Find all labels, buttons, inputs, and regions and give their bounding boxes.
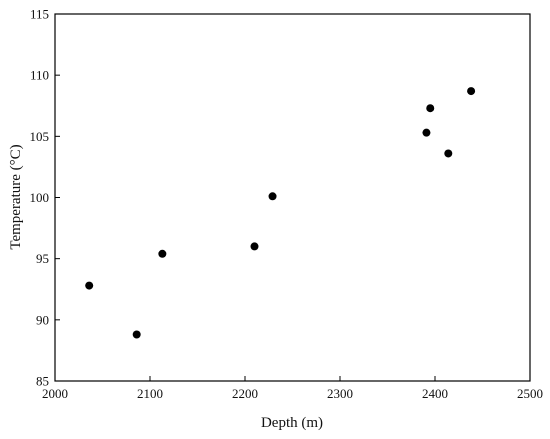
x-tick-label: 2500 <box>517 386 543 401</box>
x-tick-label: 2400 <box>422 386 448 401</box>
x-axis: 2000 2100 2200 2300 2400 2500 <box>42 376 543 401</box>
x-axis-label: Depth (m) <box>261 415 323 431</box>
data-points <box>85 87 476 339</box>
x-tick-label: 2100 <box>137 386 163 401</box>
data-point <box>268 192 277 201</box>
y-axis: 85 90 95 100 105 110 115 <box>30 7 60 389</box>
x-tick-label: 2200 <box>232 386 258 401</box>
x-tick-label: 2300 <box>327 386 353 401</box>
data-point <box>467 87 476 96</box>
y-tick-label: 115 <box>30 7 49 22</box>
y-tick-label: 85 <box>36 374 49 389</box>
data-point <box>132 330 141 339</box>
y-tick-label: 105 <box>30 129 50 144</box>
data-point <box>426 104 435 113</box>
data-point <box>85 281 94 290</box>
y-axis-label: Temperature (°C) <box>8 144 24 249</box>
y-tick-label: 110 <box>30 68 49 83</box>
data-point <box>422 128 431 137</box>
data-point <box>250 242 259 251</box>
data-point <box>444 149 453 158</box>
data-point <box>158 249 167 258</box>
y-tick-label: 95 <box>36 251 49 266</box>
y-tick-label: 90 <box>36 312 49 327</box>
plot-frame <box>54 13 531 382</box>
x-tick-label: 2000 <box>42 386 68 401</box>
y-tick-label: 100 <box>30 190 50 205</box>
